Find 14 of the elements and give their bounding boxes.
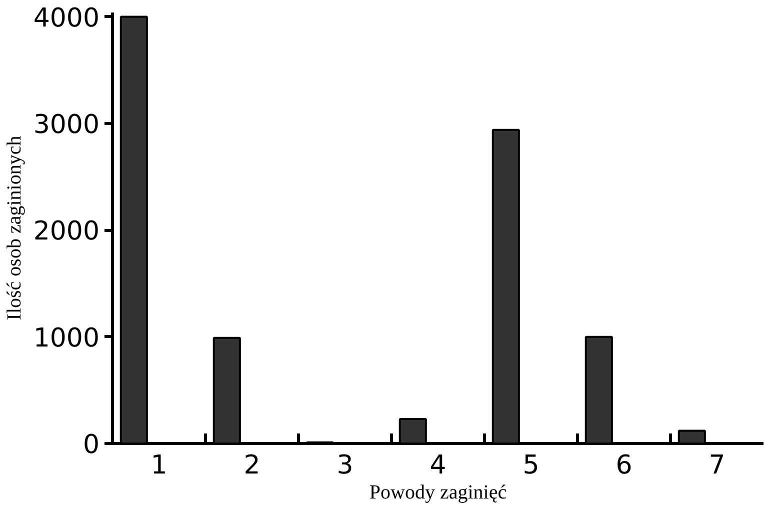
x-tick-label: 4 [430, 450, 446, 480]
x-tick-label: 3 [336, 450, 354, 480]
x-tick-label: 1 [150, 450, 168, 480]
y-tick-label: 0 [82, 430, 100, 460]
x-tick-label: 5 [522, 450, 540, 480]
x-tick-label: 2 [244, 450, 260, 480]
y-axis-title: Ilość osob zaginionych [3, 136, 26, 320]
y-tick-label: 4000 [33, 3, 100, 34]
x-axis-title: Powody zaginięć [369, 482, 507, 504]
y-tick-label: 2000 [33, 216, 100, 247]
x-tick-label: 6 [616, 450, 632, 480]
y-tick-label: 3000 [33, 110, 100, 140]
x-tick-label: 7 [708, 450, 726, 480]
y-tick-label: 1000 [33, 323, 100, 354]
